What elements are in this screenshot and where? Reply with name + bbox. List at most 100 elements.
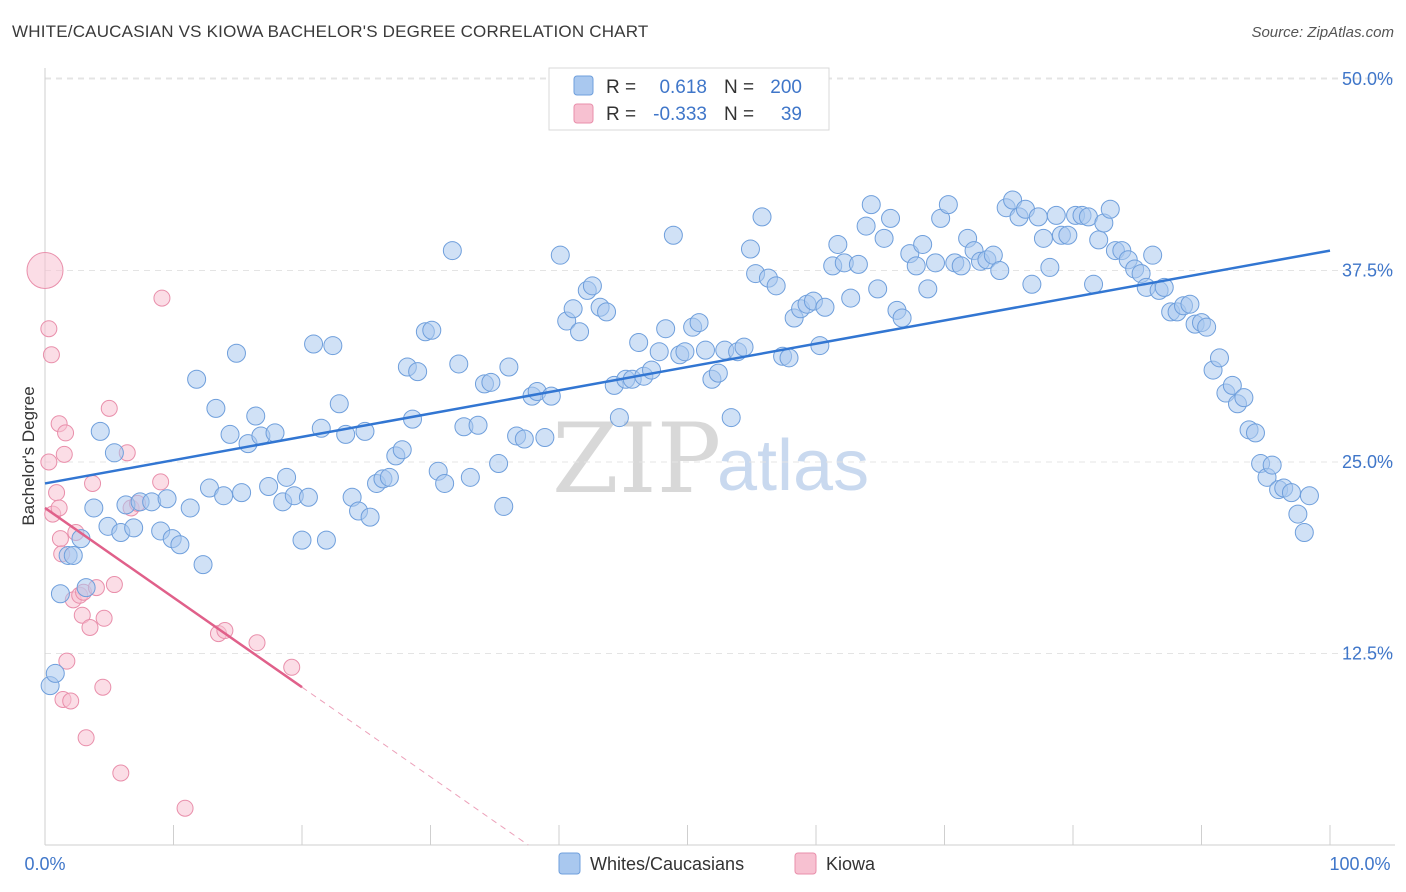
point-whites-caucasians <box>1089 230 1109 250</box>
watermark-atlas: atlas <box>717 426 869 506</box>
point-whites-caucasians <box>481 372 501 392</box>
point-whites-caucasians <box>499 357 519 377</box>
point-whites-caucasians <box>740 239 760 259</box>
point-whites-caucasians <box>232 483 252 503</box>
point-whites-caucasians <box>226 343 246 363</box>
point-kiowa <box>51 530 69 548</box>
legend-swatch-whites <box>573 75 594 96</box>
point-whites-caucasians <box>926 253 946 273</box>
point-whites-caucasians <box>104 443 124 463</box>
point-whites-caucasians <box>828 234 848 254</box>
point-whites-caucasians <box>1100 199 1120 219</box>
point-whites-caucasians <box>180 498 200 518</box>
point-whites-caucasians <box>779 348 799 368</box>
point-whites-caucasians <box>892 308 912 328</box>
point-whites-caucasians <box>734 337 754 357</box>
point-kiowa <box>62 692 80 710</box>
point-whites-caucasians <box>951 256 971 276</box>
point-kiowa <box>248 634 266 652</box>
bottom-legend-label-whites: Whites/Caucasians <box>590 854 744 874</box>
point-kiowa <box>40 453 58 471</box>
point-kiowa <box>50 499 68 517</box>
point-whites-caucasians <box>1154 277 1174 297</box>
point-whites-caucasians <box>468 415 488 435</box>
point-whites-caucasians <box>489 454 509 474</box>
point-kiowa <box>95 609 113 627</box>
point-whites-caucasians <box>1040 257 1060 277</box>
point-whites-caucasians <box>609 408 629 428</box>
point-whites-caucasians <box>582 276 602 296</box>
point-whites-caucasians <box>298 487 318 507</box>
stats-legend: R = 0.618 N = 200 R = -0.333 N = 39 <box>548 67 830 131</box>
point-whites-caucasians <box>460 467 480 487</box>
point-whites-caucasians <box>193 555 213 575</box>
point-whites-caucasians <box>810 336 830 356</box>
point-whites-caucasians <box>379 467 399 487</box>
point-whites-caucasians <box>323 336 343 356</box>
legend-r-value-kiowa: -0.333 <box>653 104 707 125</box>
point-whites-caucasians <box>246 406 266 426</box>
point-kiowa <box>55 445 73 463</box>
point-whites-caucasians <box>1281 483 1301 503</box>
point-whites-caucasians <box>938 195 958 215</box>
point-whites-caucasians <box>142 492 162 512</box>
point-kiowa <box>73 606 91 624</box>
point-whites-caucasians <box>570 322 590 342</box>
point-whites-caucasians <box>1046 205 1066 225</box>
point-kiowa <box>152 473 170 491</box>
source-label: Source: ZipAtlas.com <box>1251 24 1394 41</box>
bottom-legend-label-kiowa: Kiowa <box>826 854 876 874</box>
point-whites-caucasians <box>563 299 583 319</box>
legend-n-value-whites: 200 <box>770 77 802 98</box>
point-whites-caucasians <box>597 302 617 322</box>
point-whites-caucasians <box>124 518 144 538</box>
series-kiowa <box>26 252 301 817</box>
point-whites-caucasians <box>1294 522 1314 542</box>
point-whites-caucasians <box>752 207 772 227</box>
point-whites-caucasians <box>1143 245 1163 265</box>
point-whites-caucasians <box>642 360 662 380</box>
point-kiowa <box>57 424 75 442</box>
watermark-zip: ZIP <box>552 403 721 515</box>
point-whites-caucasians <box>422 320 442 340</box>
point-whites-caucasians <box>76 578 96 598</box>
y-tick-label: 37.5% <box>1342 261 1393 281</box>
point-whites-caucasians <box>856 216 876 236</box>
point-whites-caucasians <box>259 477 279 497</box>
point-kiowa <box>42 346 60 364</box>
trendline-kiowa-extension <box>301 686 529 846</box>
point-whites-caucasians <box>206 398 226 418</box>
point-kiowa <box>105 576 123 594</box>
point-whites-caucasians <box>265 423 285 443</box>
point-whites-caucasians <box>170 535 190 555</box>
legend-r-value-whites: 0.618 <box>659 77 707 98</box>
point-whites-caucasians <box>45 663 65 683</box>
point-whites-caucasians <box>1084 274 1104 294</box>
y-tick-label: 12.5% <box>1342 644 1393 664</box>
point-whites-caucasians <box>1209 348 1229 368</box>
point-whites-caucasians <box>848 254 868 274</box>
point-whites-caucasians <box>214 486 234 506</box>
point-whites-caucasians <box>435 473 455 493</box>
point-whites-caucasians <box>360 507 380 527</box>
legend-r-label-1: R = <box>606 77 636 98</box>
point-whites-caucasians <box>63 545 83 565</box>
point-kiowa <box>100 399 118 417</box>
point-whites-caucasians <box>689 313 709 333</box>
point-whites-caucasians <box>874 228 894 248</box>
trendline-kiowa <box>44 506 303 689</box>
point-whites-caucasians <box>535 427 555 447</box>
point-whites-caucasians <box>695 340 715 360</box>
point-whites-caucasians <box>913 234 933 254</box>
x-ticks <box>44 825 1331 845</box>
point-whites-caucasians <box>292 530 312 550</box>
point-kiowa <box>26 252 64 289</box>
legend-n-label-1: N = <box>724 77 754 98</box>
x-tick-label-min: 0.0% <box>24 854 65 874</box>
point-whites-caucasians <box>1003 190 1023 210</box>
point-whites-caucasians <box>841 288 861 308</box>
point-kiowa <box>81 618 99 636</box>
point-whites-caucasians <box>861 195 881 215</box>
point-whites-caucasians <box>1288 504 1308 524</box>
